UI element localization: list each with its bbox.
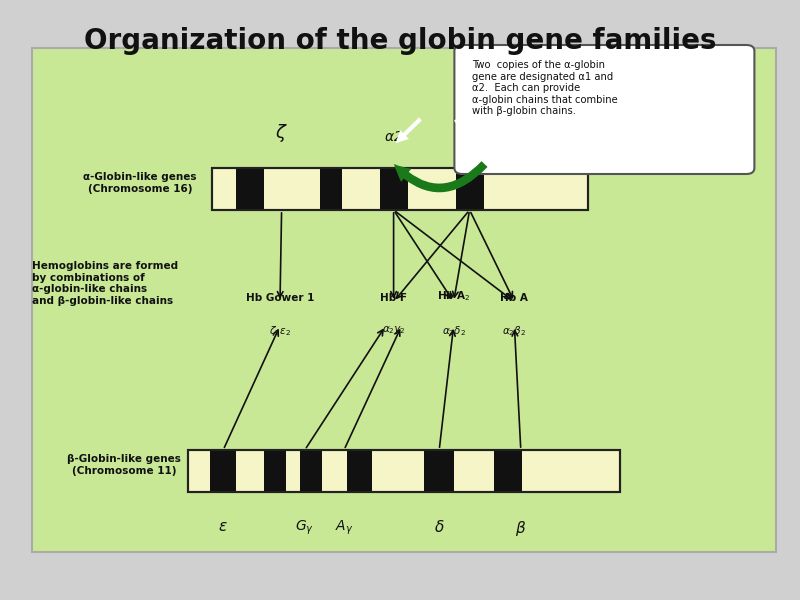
Text: $G_\gamma$: $G_\gamma$ <box>295 519 314 538</box>
Bar <box>212 168 588 210</box>
Text: $\delta$: $\delta$ <box>434 519 445 535</box>
Text: $\zeta$: $\zeta$ <box>275 122 288 144</box>
Text: α-Globin-like genes
(Chromosome 16): α-Globin-like genes (Chromosome 16) <box>83 172 197 194</box>
Text: $\alpha_2\delta_2$: $\alpha_2\delta_2$ <box>442 324 466 338</box>
Text: $A_\gamma$: $A_\gamma$ <box>334 519 354 538</box>
FancyBboxPatch shape <box>454 45 754 174</box>
Bar <box>264 450 286 492</box>
Bar <box>300 450 322 492</box>
Text: $\zeta_2\varepsilon_2$: $\zeta_2\varepsilon_2$ <box>269 324 291 338</box>
FancyArrowPatch shape <box>394 161 487 193</box>
Text: Hb Gower 1: Hb Gower 1 <box>246 293 314 303</box>
Bar <box>456 168 484 210</box>
Bar <box>188 450 620 492</box>
Text: $\beta$: $\beta$ <box>515 519 526 538</box>
Bar <box>212 168 588 210</box>
Bar <box>347 450 372 492</box>
Text: β-Globin-like genes
(Chromosome 11): β-Globin-like genes (Chromosome 11) <box>67 454 181 476</box>
Bar <box>188 450 620 492</box>
Text: $\alpha$2: $\alpha$2 <box>384 130 403 144</box>
Text: $\varepsilon$: $\varepsilon$ <box>218 519 228 534</box>
Text: Hb A$_2$: Hb A$_2$ <box>437 289 470 303</box>
Text: Hemoglobins are formed
by combinations of
α-globin-like chains
and β-globin-like: Hemoglobins are formed by combinations o… <box>32 261 178 306</box>
Text: $\alpha_2\beta_2$: $\alpha_2\beta_2$ <box>502 324 526 338</box>
Bar <box>210 450 236 492</box>
Text: Two  copies of the α-globin
gene are designated α1 and
α2.  Each can provide
α-g: Two copies of the α-globin gene are desi… <box>472 60 618 116</box>
FancyArrowPatch shape <box>454 118 470 143</box>
Text: Organization of the globin gene families: Organization of the globin gene families <box>84 27 716 55</box>
FancyArrowPatch shape <box>395 118 422 143</box>
Text: $\alpha$1: $\alpha$1 <box>461 130 478 144</box>
Text: Hb F: Hb F <box>380 293 407 303</box>
Text: Hb A: Hb A <box>501 293 528 303</box>
Bar <box>424 450 454 492</box>
Text: $\alpha_2\gamma_2$: $\alpha_2\gamma_2$ <box>382 324 406 336</box>
Bar <box>494 450 522 492</box>
Bar <box>236 168 264 210</box>
Bar <box>380 168 408 210</box>
Bar <box>320 168 342 210</box>
